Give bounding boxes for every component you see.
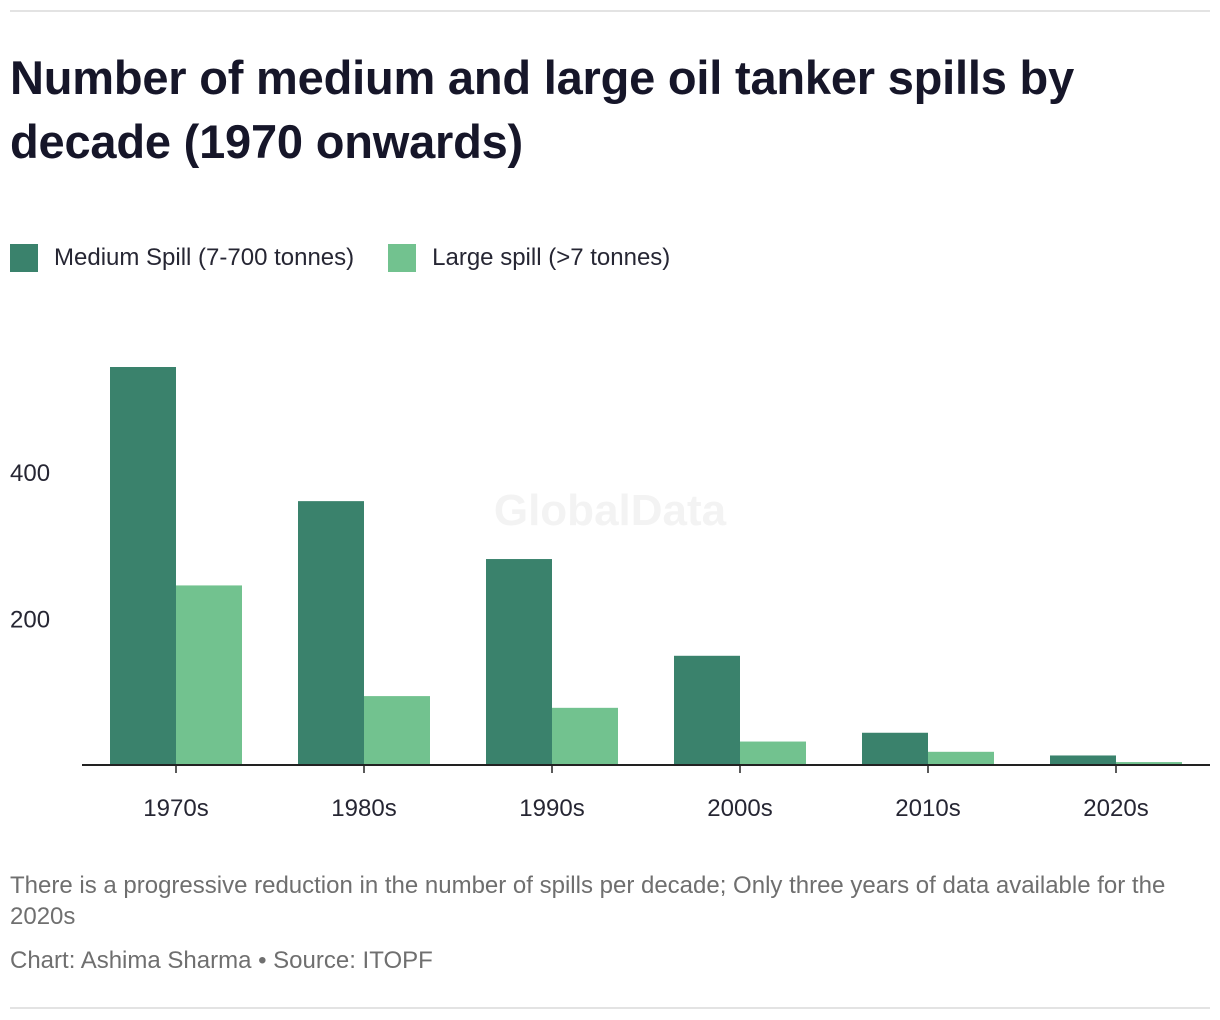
y-axis: 200 400 [10, 460, 50, 634]
chart-credits: Chart: Ashima Sharma • Source: ITOPF [10, 947, 433, 974]
bar-medium-2010s [862, 732, 928, 765]
chart-notes: There is a progressive reduction in the … [10, 872, 1166, 930]
bottom-divider [10, 1007, 1210, 1009]
x-tick-label-2010s: 2010s [895, 795, 960, 822]
bar-large-1970s [176, 585, 242, 765]
bar-large-2020s [1116, 762, 1182, 765]
bars [110, 367, 1182, 765]
bar-medium-1990s [486, 559, 552, 765]
legend: Medium Spill (7-700 tonnes) Large spill … [10, 240, 704, 276]
legend-swatch-medium [10, 244, 38, 272]
bar-large-2000s [740, 741, 806, 765]
y-tick-label-200: 200 [10, 606, 50, 633]
bar-medium-2020s [1050, 755, 1116, 765]
top-divider [10, 10, 1210, 12]
legend-item-large: Large spill (>7 tonnes) [388, 244, 670, 272]
legend-label-large: Large spill (>7 tonnes) [432, 244, 671, 271]
x-tick-label-2000s: 2000s [707, 795, 772, 822]
legend-label-medium: Medium Spill (7-700 tonnes) [54, 244, 355, 271]
bar-medium-1980s [298, 501, 364, 765]
bar-medium-1970s [110, 367, 176, 765]
x-axis: 1970s 1980s 1990s 2000s 2010s 2020s [143, 765, 1149, 822]
bar-large-2010s [928, 751, 994, 765]
x-tick-label-2020s: 2020s [1083, 795, 1148, 822]
chart-title: Number of medium and large oil tanker sp… [10, 51, 1075, 168]
watermark: GlobalData [494, 486, 727, 535]
bar-medium-2000s [674, 655, 740, 765]
bar-large-1980s [364, 696, 430, 765]
x-tick-label-1970s: 1970s [143, 795, 208, 822]
x-tick-label-1980s: 1980s [331, 795, 396, 822]
bar-chart: GlobalData 200 400 1970s 1980s 1990s 2000s 20… [10, 367, 1210, 822]
bar-large-1990s [552, 707, 618, 765]
legend-swatch-large [388, 244, 417, 272]
legend-item-medium: Medium Spill (7-700 tonnes) [10, 244, 354, 272]
x-tick-label-1990s: 1990s [519, 795, 584, 822]
y-tick-label-400: 400 [10, 460, 50, 487]
